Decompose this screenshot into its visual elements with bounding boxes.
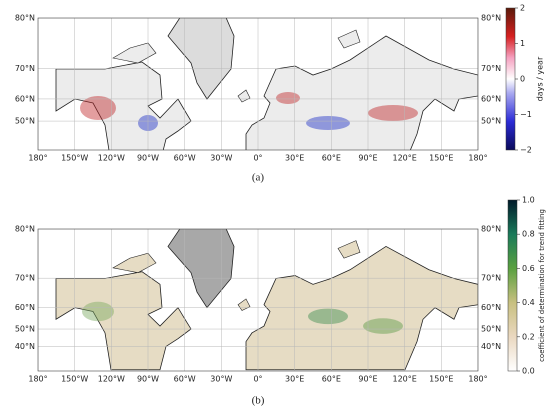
data-patch (80, 96, 116, 121)
lon-label: 90°W (137, 154, 159, 163)
lon-label: 60°W (174, 375, 196, 384)
map (38, 229, 478, 371)
colorbar-tick-label: −1 (520, 110, 532, 119)
lat-label-right: 80°N (481, 14, 501, 23)
lon-label: 120°W (98, 375, 125, 384)
colorbar (507, 199, 518, 372)
colorbar-label: coefficient of determination for trend f… (538, 209, 546, 362)
lon-label: 30°E (285, 154, 304, 163)
colorbar-tick-label: 1 (520, 39, 525, 48)
lat-label: 80°N (15, 14, 35, 23)
lon-label: 120°E (393, 154, 417, 163)
lat-label: 50°N (15, 117, 35, 126)
colorbar-label: days / year (536, 56, 545, 101)
lat-label-right: 70°N (481, 64, 501, 73)
data-patch (368, 105, 418, 122)
colorbar-tick-label: 2 (520, 4, 525, 13)
lat-label-right: 60°N (481, 303, 501, 312)
lat-label: 60°N (15, 303, 35, 312)
map (38, 18, 478, 150)
data-patch (363, 318, 403, 334)
lon-label: 0° (253, 375, 262, 384)
colorbar-tick-label: 0.2 (522, 332, 535, 341)
map-frame (37, 228, 479, 372)
land (55, 229, 478, 371)
lat-label: 40°N (15, 342, 35, 351)
lon-label: 150°E (429, 375, 453, 384)
lat-label-right: 70°N (481, 274, 501, 283)
lon-label: 180° (28, 154, 47, 163)
lat-label: 60°N (15, 94, 35, 103)
data-patch (308, 308, 348, 325)
colorbar-tick-label: 0.4 (522, 298, 535, 307)
lon-label: 60°W (174, 154, 196, 163)
lon-label: 0° (253, 154, 262, 163)
lon-label: 60°E (322, 375, 341, 384)
colorbar-tick-label: 0.6 (522, 264, 535, 273)
data-patch (276, 92, 300, 105)
lon-label: 90°E (358, 154, 377, 163)
land (55, 18, 478, 150)
lat-label-right: 60°N (481, 94, 501, 103)
lon-label: 30°E (285, 375, 304, 384)
map-frame (37, 17, 479, 151)
data-patch (306, 116, 350, 131)
lat-label: 70°N (15, 64, 35, 73)
data-patch (82, 301, 114, 322)
lat-label-right: 40°N (481, 342, 501, 351)
lat-label: 80°N (15, 225, 35, 234)
lat-label: 50°N (15, 325, 35, 334)
lon-label: 120°E (393, 375, 417, 384)
lon-label: 180° (28, 375, 47, 384)
lat-label-right: 50°N (481, 117, 501, 126)
colorbar (505, 7, 516, 151)
lon-label: 150°E (429, 154, 453, 163)
lat-label: 70°N (15, 274, 35, 283)
lon-label: 180° (468, 154, 487, 163)
colorbar-tick-label: 0.0 (522, 367, 535, 376)
colorbar-tick-label: 0.8 (522, 230, 535, 239)
lon-label: 60°E (322, 154, 341, 163)
colorbar-tick-label: −2 (520, 146, 532, 155)
lon-label: 150°W (61, 375, 88, 384)
lon-label: 90°E (358, 375, 377, 384)
colorbar-tick-label: 0 (520, 75, 525, 84)
lon-label: 150°W (61, 154, 88, 163)
colorbar-tick-label: 1.0 (522, 196, 535, 205)
lon-label: 30°W (210, 154, 232, 163)
caption: (b) (252, 395, 265, 407)
lon-label: 30°W (210, 375, 232, 384)
lon-label: 180° (468, 375, 487, 384)
caption: (a) (252, 172, 265, 184)
lat-label-right: 50°N (481, 325, 501, 334)
lat-label-right: 80°N (481, 225, 501, 234)
lon-label: 90°W (137, 375, 159, 384)
lon-label: 120°W (98, 154, 125, 163)
